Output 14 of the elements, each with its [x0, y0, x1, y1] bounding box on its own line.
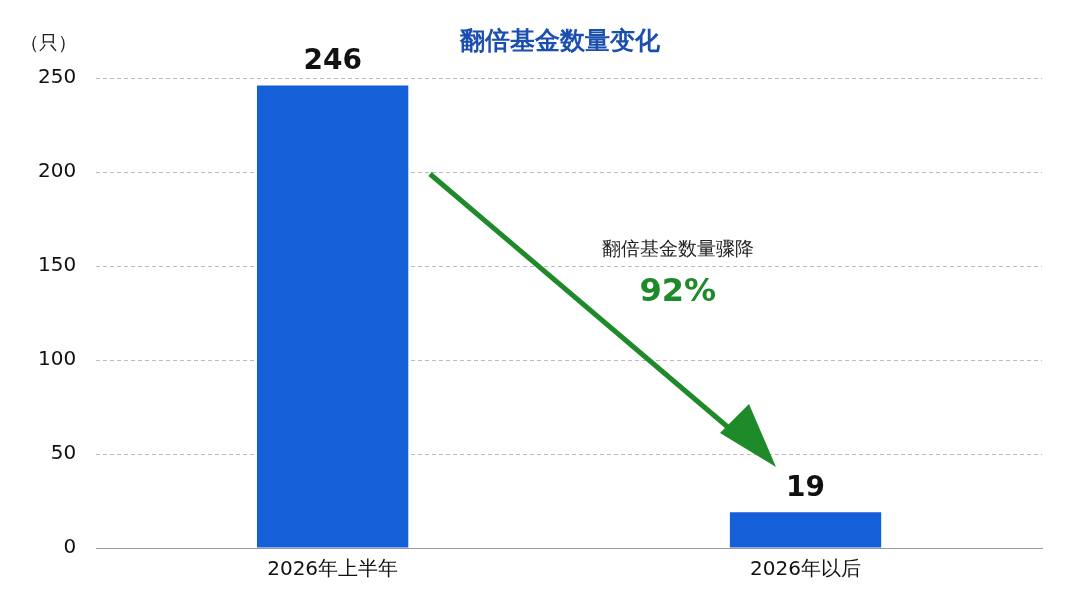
y-axis-title: （只）	[19, 30, 77, 53]
data-label: 246	[303, 42, 362, 76]
y-tick-label: 250	[37, 64, 77, 89]
annotation: 92%	[639, 271, 717, 310]
x-tick-label: 2026年上半年	[267, 556, 399, 581]
y-tick-label: 0	[63, 534, 77, 559]
annotation: 翻倍基金数量骤降	[601, 236, 754, 259]
x-tick-label: 2026年以后	[750, 556, 861, 581]
chart-title: 翻倍基金数量变化	[459, 25, 661, 55]
y-tick-label: 150	[37, 252, 77, 277]
y-tick-label: 100	[37, 346, 77, 371]
y-tick-label: 200	[37, 158, 77, 183]
data-label: 19	[786, 469, 826, 503]
y-tick-label: 50	[50, 440, 77, 465]
